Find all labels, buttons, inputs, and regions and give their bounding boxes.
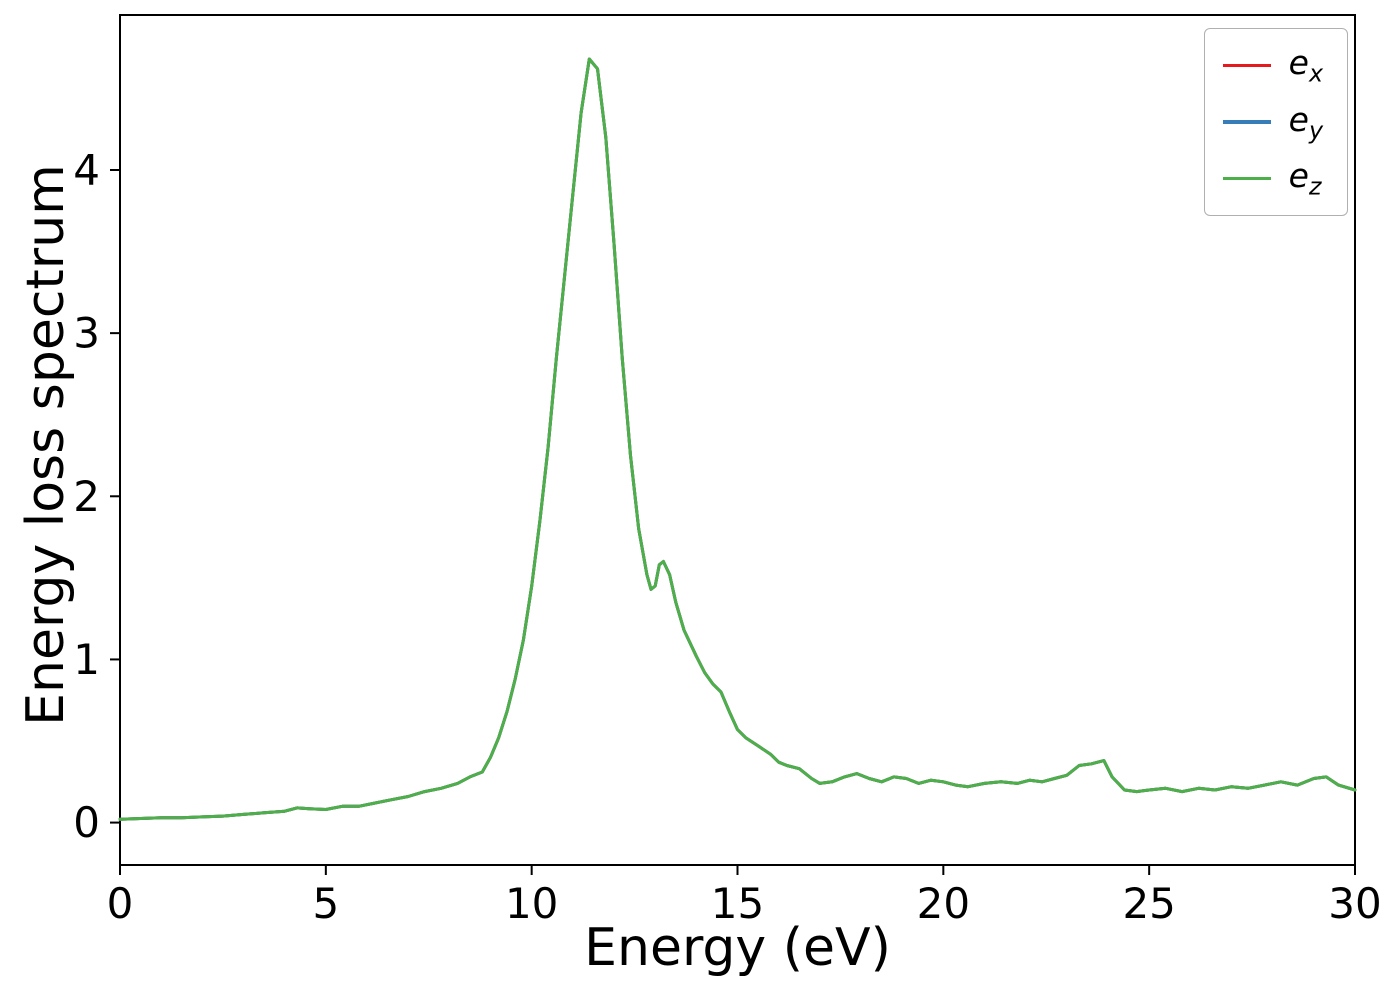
legend-item-e_x: ex <box>1222 43 1323 88</box>
y-tick-label: 3 <box>73 309 100 358</box>
y-tick-label: 1 <box>73 635 100 684</box>
axes-spines <box>119 14 1356 866</box>
x-tick-label: 25 <box>1122 879 1175 928</box>
x-tick-label: 20 <box>917 879 970 928</box>
legend: ex ey ez <box>1203 28 1348 216</box>
legend-swatch-e_x <box>1222 63 1271 68</box>
legend-label-e_y: ey <box>1288 99 1323 145</box>
legend-label-e_z: ez <box>1288 156 1322 201</box>
y-tick-label: 2 <box>73 472 100 521</box>
legend-label-e_x: ex <box>1288 43 1323 88</box>
x-tick-label: 30 <box>1328 879 1381 928</box>
legend-item-e_z: ez <box>1222 156 1323 201</box>
x-tick-label: 5 <box>312 879 339 928</box>
x-tick-label: 15 <box>711 879 764 928</box>
series-line-e_y <box>118 57 1357 821</box>
y-tick-label: 4 <box>73 145 100 194</box>
y-axis-title: Energy loss spectrum <box>16 164 76 726</box>
series-line-e_z <box>118 57 1357 821</box>
y-tick-label: 0 <box>73 798 100 847</box>
legend-item-e_y: ey <box>1222 99 1323 145</box>
x-axis-title: Energy (eV) <box>584 918 891 978</box>
x-tick-label: 0 <box>107 879 134 928</box>
series-line-e_x <box>118 57 1357 821</box>
legend-swatch-e_y <box>1222 120 1271 124</box>
x-tick-label: 10 <box>505 879 558 928</box>
legend-swatch-e_z <box>1222 176 1271 181</box>
